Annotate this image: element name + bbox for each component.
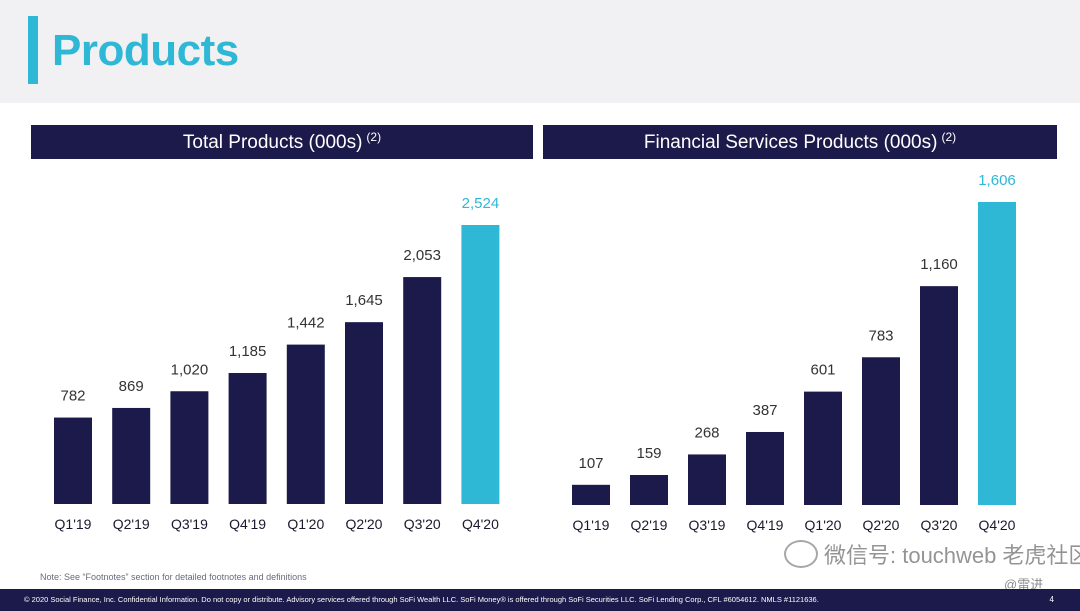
bar-Q2'20 (862, 357, 900, 505)
chart-title-footnote-ref: (2) (366, 129, 382, 144)
data-label: 869 (119, 378, 144, 395)
data-label: 268 (694, 424, 719, 441)
chart-title-financial-services: Financial Services Products (000s) (2) (543, 125, 1057, 159)
bar-Q1'20 (804, 391, 842, 505)
header-band: Products (0, 0, 1080, 103)
copyright-text: © 2020 Social Finance, Inc. Confidential… (24, 595, 819, 604)
x-tick-label: Q2'19 (631, 517, 668, 533)
data-label: 783 (868, 327, 893, 344)
x-tick-label: Q2'19 (113, 516, 150, 532)
bar-Q1'19 (54, 417, 92, 504)
page-title: Products (52, 26, 239, 75)
chart-title-total-products: Total Products (000s) (2) (31, 125, 533, 159)
x-tick-label: Q3'19 (689, 517, 726, 533)
x-tick-label: Q4'19 (229, 516, 266, 532)
bar-Q2'20 (345, 322, 383, 504)
data-label: 782 (60, 388, 85, 405)
watermark: 微信号: touchweb 老虎社区 (784, 538, 1080, 570)
x-tick-label: Q4'20 (462, 516, 499, 532)
bar-Q4'20 (461, 225, 500, 504)
x-tick-label: Q4'20 (979, 517, 1016, 533)
watermark-brand: 老虎社区 (1002, 543, 1080, 568)
title-accent-bar (28, 16, 38, 84)
bar-Q2'19 (112, 407, 151, 504)
data-label: 1,442 (287, 315, 325, 332)
data-label: 159 (636, 445, 661, 462)
data-label: 2,524 (462, 195, 500, 212)
bar-Q2'19 (630, 475, 668, 505)
data-label: 1,020 (171, 361, 209, 378)
financial-services-plot: 107 Q1'19 159 Q2'19 268 Q3'19 387 Q4'19 601 Q1'20… (572, 172, 1016, 533)
wechat-icon (784, 540, 818, 568)
data-label: 601 (810, 362, 835, 379)
data-label: 1,606 (978, 172, 1016, 189)
data-label: 2,053 (403, 247, 441, 264)
chart-title-text: Financial Services Products (000s) (643, 132, 938, 153)
copyright-bar: © 2020 Social Finance, Inc. Confidential… (0, 589, 1080, 611)
bar-Q4'20 (978, 202, 1016, 505)
x-tick-label: Q1'20 (287, 516, 324, 532)
watermark-text: 微信号: touchweb (824, 543, 997, 568)
data-label: 387 (752, 402, 777, 419)
bar-Q1'19 (572, 484, 610, 505)
x-tick-label: Q1'19 (55, 516, 92, 532)
chart-title-footnote-ref: (2) (941, 129, 957, 144)
chart-title-text: Total Products (000s) (182, 132, 363, 153)
total-products-chart: Total Products (000s) (2) 782 Q1'19 869 Q2'1… (31, 125, 533, 545)
bar-Q4'19 (228, 373, 267, 504)
data-label: 1,185 (229, 343, 267, 360)
x-tick-label: Q3'20 (404, 516, 441, 532)
watermark-author: @雷进 (1004, 577, 1044, 592)
x-tick-label: Q4'19 (747, 517, 784, 533)
x-tick-label: Q3'20 (921, 517, 958, 533)
x-tick-label: Q3'19 (171, 516, 208, 532)
data-label: 107 (578, 455, 603, 472)
page-number: 4 (1049, 595, 1054, 604)
bar-Q3'20 (920, 286, 958, 505)
bar-Q4'19 (746, 431, 784, 505)
bar-Q3'19 (688, 454, 726, 505)
bar-Q3'19 (170, 391, 209, 504)
data-label: 1,645 (345, 292, 383, 309)
x-tick-label: Q1'19 (573, 517, 610, 533)
footnote-text: Note: See “Footnotes” section for detail… (40, 572, 307, 582)
bar-Q3'20 (403, 277, 442, 504)
data-label: 1,160 (920, 256, 958, 273)
total-products-plot: 782 Q1'19 869 Q2'19 1,020 Q3'19 1,185 Q4'19 1,44… (54, 195, 500, 532)
bar-Q1'20 (286, 344, 325, 504)
x-tick-label: Q1'20 (805, 517, 842, 533)
x-tick-label: Q2'20 (346, 516, 383, 532)
x-tick-label: Q2'20 (863, 517, 900, 533)
financial-services-chart: Financial Services Products (000s) (2) 10… (543, 125, 1057, 545)
